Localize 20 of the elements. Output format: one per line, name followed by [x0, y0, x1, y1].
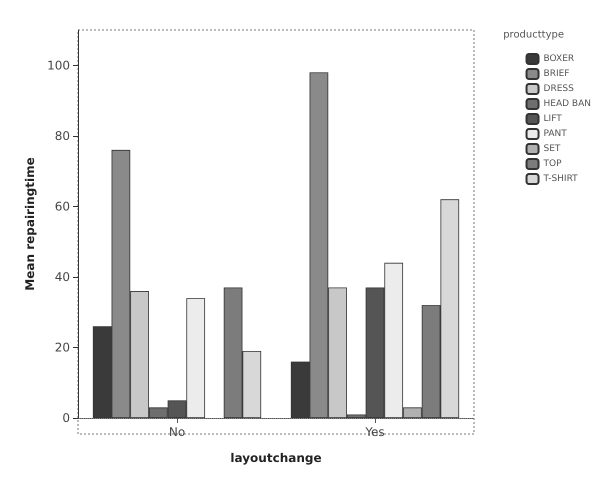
- y-axis-title: Mean repairingtime: [23, 157, 38, 291]
- legend-label: HEAD BAN: [544, 99, 592, 109]
- legend-label: BOXER: [544, 54, 574, 64]
- legend-label: LIFT: [544, 114, 562, 124]
- legend-label: SET: [544, 144, 561, 154]
- x-tick-label: Yes: [364, 425, 385, 439]
- legend-label: BRIEF: [544, 69, 570, 79]
- y-tick-label: 80: [54, 128, 70, 143]
- y-tick-label: 100: [47, 58, 70, 72]
- legend-label: DRESS: [544, 84, 574, 94]
- y-tick-label: 40: [54, 270, 70, 284]
- x-axis-title: layoutchange: [230, 451, 322, 465]
- y-tick-label: 0: [62, 411, 70, 425]
- legend-label: PANT: [544, 129, 568, 139]
- legend-label: T-SHIRT: [542, 174, 578, 184]
- legend-title: producttype: [503, 30, 564, 40]
- y-tick-label: 20: [54, 340, 70, 354]
- y-tick-label: 60: [54, 199, 70, 214]
- x-tick-label: No: [168, 425, 186, 439]
- legend-label: TOP: [542, 159, 562, 169]
